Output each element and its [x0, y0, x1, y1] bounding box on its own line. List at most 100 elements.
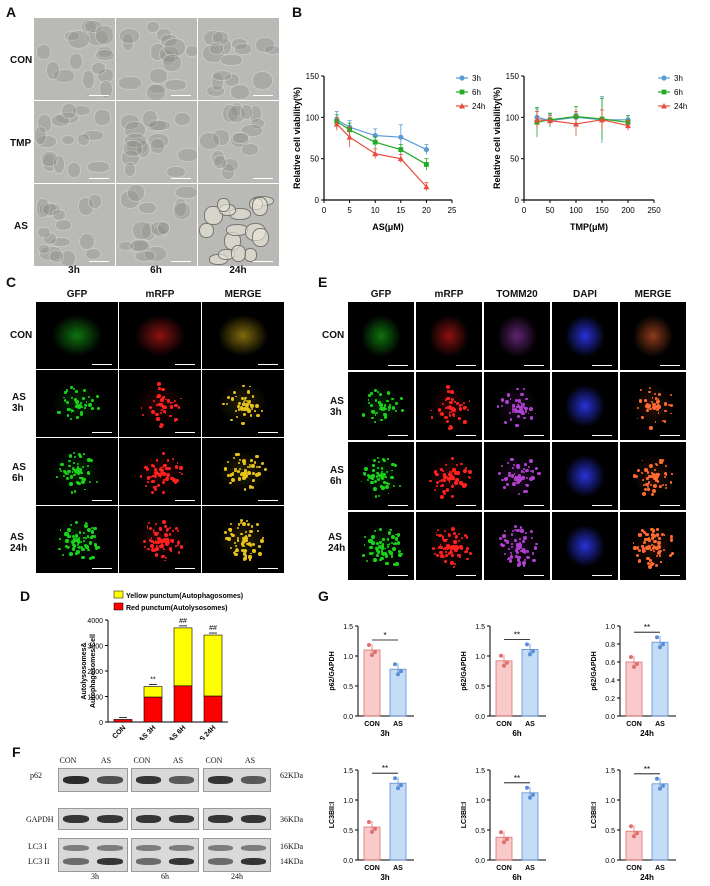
puncta-dot: [511, 407, 515, 411]
puncta-dot: [439, 494, 444, 499]
puncta-dot: [658, 458, 662, 462]
legend-label: 24h: [674, 102, 687, 111]
puncta-dot: [230, 546, 233, 549]
puncta-dot: [657, 550, 662, 555]
puncta-dot: [244, 396, 248, 400]
puncta-dot: [159, 539, 163, 543]
puncta-dot: [57, 410, 62, 415]
puncta-dot: [245, 475, 248, 478]
y-tick-label: 150: [306, 72, 320, 81]
cell-shape: [66, 161, 82, 179]
scale-bar: [660, 365, 680, 366]
data-point-24h: [599, 116, 605, 123]
replicate-dot: [635, 831, 639, 836]
puncta-dot: [156, 484, 161, 488]
puncta-dot: [435, 472, 439, 476]
puncta-dot: [373, 530, 377, 533]
significance-mark: **: [150, 677, 156, 684]
puncta-dot: [154, 553, 158, 557]
puncta-dot: [241, 536, 246, 541]
puncta-dot: [77, 462, 80, 466]
puncta-dot: [444, 553, 449, 558]
puncta-dot: [385, 484, 389, 489]
puncta-dot: [516, 387, 519, 391]
puncta-dot: [450, 470, 454, 473]
puncta-dot: [161, 387, 165, 392]
puncta-dot: [148, 405, 153, 410]
puncta-dot: [468, 551, 473, 555]
puncta-dot: [657, 412, 660, 415]
cell-shape: [185, 44, 197, 57]
puncta-dot: [633, 546, 637, 550]
puncta-dot: [144, 484, 148, 488]
replicate-dot: [658, 786, 662, 791]
blot-strip: [58, 808, 128, 830]
puncta-dot: [517, 492, 521, 496]
scale-bar: [175, 432, 195, 433]
puncta-dot: [529, 406, 534, 411]
puncta-dot: [177, 551, 181, 555]
cell-shape: [37, 226, 51, 238]
puncta-dot: [516, 546, 521, 550]
puncta-dot: [255, 454, 259, 459]
y-axis-title: p62/GAPDH: [461, 651, 468, 690]
panel-label-f: F: [12, 744, 21, 760]
puncta-dot: [386, 538, 390, 541]
significance-mark: ##: [209, 625, 217, 632]
bar-con: [625, 661, 643, 717]
puncta-dot: [458, 407, 463, 412]
puncta-dot: [156, 396, 159, 399]
puncta-dot: [465, 547, 469, 551]
puncta-dot: [69, 418, 72, 421]
puncta-dot: [86, 546, 90, 549]
puncta-dot: [160, 398, 165, 402]
panel-label-a: A: [6, 4, 17, 20]
scale-bar: [258, 432, 278, 433]
puncta-dot: [655, 407, 660, 412]
e-col-tomm20: TOMM20: [496, 289, 538, 300]
e-row-con: CON: [322, 330, 345, 341]
puncta-dot: [376, 542, 380, 545]
puncta-dot: [440, 468, 444, 472]
blot-label-lc3i: LC3 I: [28, 842, 47, 851]
puncta-dot: [537, 472, 541, 476]
puncta-dot: [165, 538, 169, 542]
puncta-dot: [388, 406, 391, 409]
puncta-dot: [445, 419, 449, 424]
puncta-dot: [153, 468, 157, 472]
puncta-dot: [383, 547, 386, 550]
puncta-dot: [463, 551, 466, 554]
cell-shape: [37, 243, 50, 255]
puncta-dot: [154, 549, 157, 552]
puncta-dot: [66, 476, 70, 481]
puncta-dot: [228, 527, 232, 532]
puncta-dot: [179, 465, 183, 470]
puncta-dot: [632, 542, 635, 544]
puncta-dot: [660, 561, 663, 564]
replicate-dot: [396, 672, 400, 677]
y-tick-label: 0.0: [343, 858, 353, 865]
puncta-dot: [163, 463, 167, 467]
replicate-dot: [525, 785, 529, 790]
gridC-image-r1-c1: [119, 370, 201, 437]
puncta-dot: [501, 543, 505, 548]
data-point-3h: [398, 134, 404, 140]
row-label-con: CON: [10, 55, 33, 66]
puncta-dot: [243, 461, 247, 465]
puncta-dot: [394, 533, 397, 536]
puncta-dot: [363, 535, 366, 538]
puncta-dot: [67, 469, 71, 474]
puncta-dot: [152, 528, 155, 531]
bar-red: [113, 719, 133, 723]
replicate-dot: [370, 653, 374, 657]
puncta-dot: [241, 396, 245, 400]
puncta-dot: [656, 464, 658, 466]
puncta-dot: [439, 546, 443, 550]
x-tick-label: AS 3H: [138, 724, 158, 740]
cell-shape: [134, 250, 157, 262]
cell-body: [496, 314, 538, 358]
puncta-dot: [371, 541, 375, 545]
puncta-dot: [164, 525, 168, 528]
puncta-dot: [160, 403, 164, 407]
time-label: 24h: [640, 729, 654, 738]
